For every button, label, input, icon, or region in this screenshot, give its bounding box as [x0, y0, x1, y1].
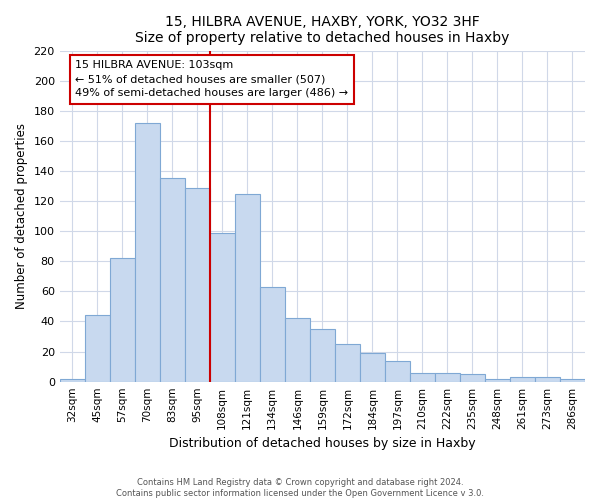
Bar: [135, 123, 160, 382]
Bar: [285, 318, 310, 382]
Bar: [360, 353, 385, 382]
Title: 15, HILBRA AVENUE, HAXBY, YORK, YO32 3HF
Size of property relative to detached h: 15, HILBRA AVENUE, HAXBY, YORK, YO32 3HF…: [135, 15, 509, 45]
Bar: [485, 378, 510, 382]
Bar: [160, 178, 185, 382]
Bar: [335, 344, 360, 382]
Bar: [460, 374, 485, 382]
Bar: [510, 377, 535, 382]
Bar: [235, 194, 260, 382]
Bar: [59, 378, 85, 382]
Bar: [435, 372, 460, 382]
Bar: [260, 287, 285, 382]
Bar: [185, 188, 210, 382]
Y-axis label: Number of detached properties: Number of detached properties: [15, 123, 28, 309]
Text: Contains HM Land Registry data © Crown copyright and database right 2024.
Contai: Contains HM Land Registry data © Crown c…: [116, 478, 484, 498]
Bar: [560, 378, 585, 382]
Bar: [535, 377, 560, 382]
Bar: [110, 258, 135, 382]
Bar: [210, 232, 235, 382]
Bar: [410, 372, 435, 382]
Bar: [310, 329, 335, 382]
Bar: [385, 360, 410, 382]
Text: 15 HILBRA AVENUE: 103sqm
← 51% of detached houses are smaller (507)
49% of semi-: 15 HILBRA AVENUE: 103sqm ← 51% of detach…: [76, 60, 349, 98]
Bar: [85, 316, 110, 382]
X-axis label: Distribution of detached houses by size in Haxby: Distribution of detached houses by size …: [169, 437, 476, 450]
